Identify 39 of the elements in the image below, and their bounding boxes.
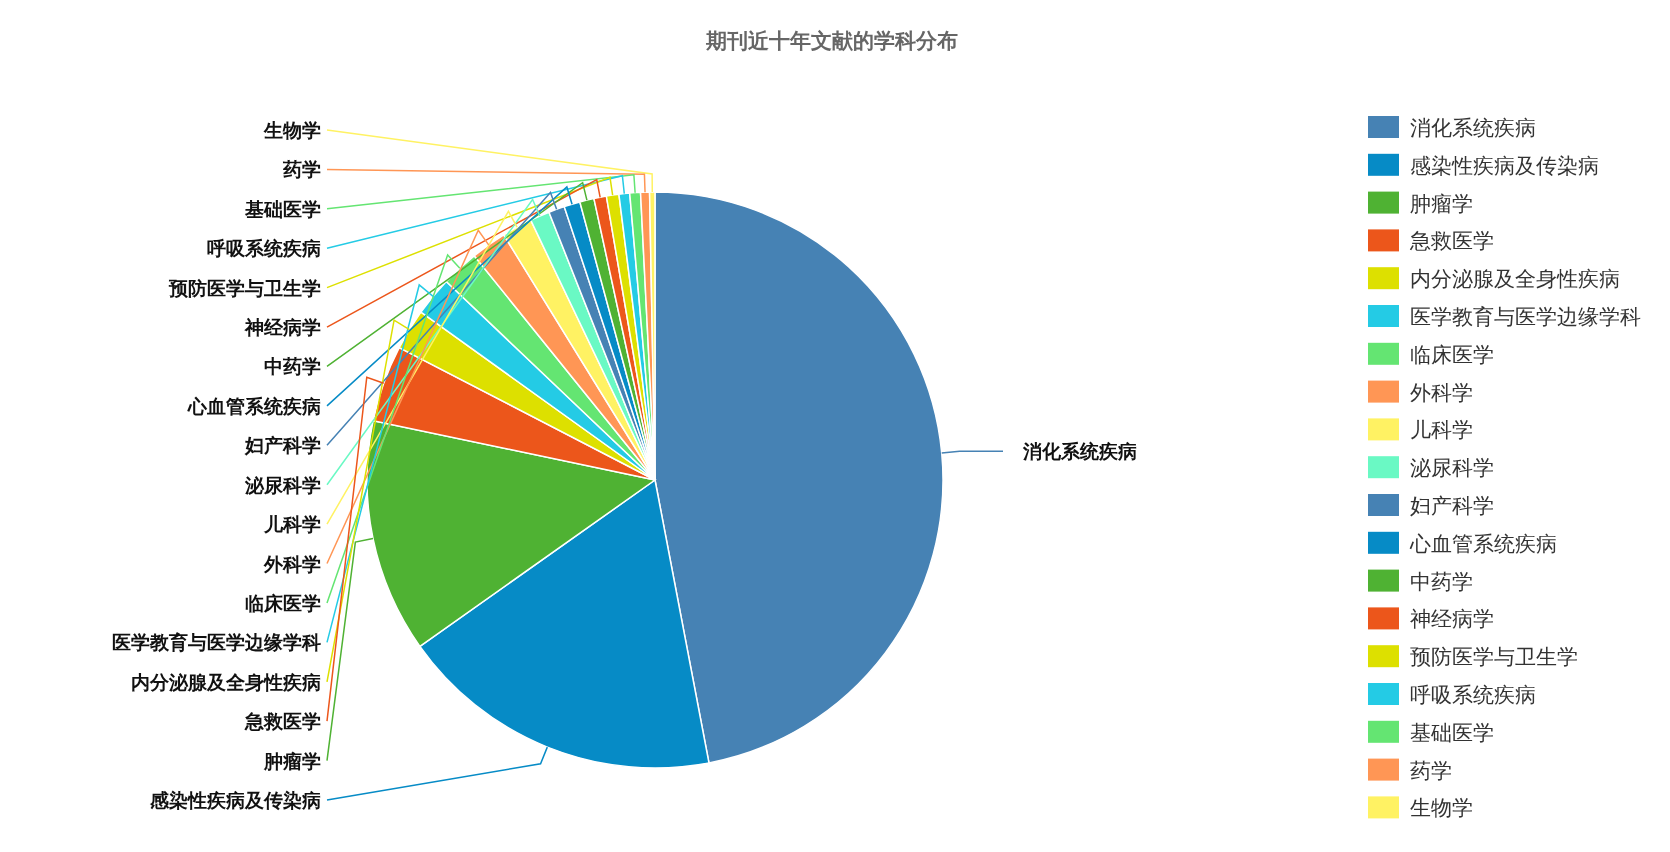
legend-label: 泌尿科学 <box>1410 456 1494 481</box>
slice-label: 神经病学 <box>244 316 321 339</box>
slice-label: 感染性疾病及传染病 <box>149 789 321 811</box>
legend-label: 中药学 <box>1410 569 1473 594</box>
legend-label: 预防医学与卫生学 <box>1410 645 1578 670</box>
slice-label: 基础医学 <box>244 197 321 220</box>
slice-label: 儿科学 <box>263 513 321 536</box>
slice-label: 消化系统疾病 <box>1022 440 1137 463</box>
legend-label: 内分泌腺及全身性疾病 <box>1410 267 1620 292</box>
slice-label: 医学教育与医学边缘学科 <box>112 631 321 654</box>
slice-label: 预防医学与卫生学 <box>168 276 321 299</box>
legend-label: 消化系统疾病 <box>1410 116 1536 140</box>
legend-label: 外科学 <box>1410 380 1473 405</box>
slice-label: 泌尿科学 <box>244 473 321 496</box>
slice-label: 中药学 <box>264 355 321 378</box>
legend-label: 急救医学 <box>1409 229 1494 254</box>
legend-label: 呼吸系统疾病 <box>1410 683 1536 707</box>
slice-label: 心血管系统疾病 <box>187 394 321 417</box>
slice-label: 内分泌腺及全身性疾病 <box>131 670 321 693</box>
legend-label: 肿瘤学 <box>1410 191 1473 216</box>
legend-label: 神经病学 <box>1410 607 1494 632</box>
slice-label: 临床医学 <box>245 591 321 614</box>
slice-label: 急救医学 <box>244 710 321 733</box>
legend-label: 妇产科学 <box>1410 494 1494 518</box>
legend-label: 儿科学 <box>1410 418 1473 443</box>
legend-label: 心血管系统疾病 <box>1409 531 1557 556</box>
slice-label: 呼吸系统疾病 <box>207 237 321 260</box>
legend-label: 基础医学 <box>1410 720 1494 745</box>
slice-label: 药学 <box>282 158 321 181</box>
legend-label: 生物学 <box>1410 796 1473 821</box>
legend-label: 临床医学 <box>1410 342 1494 367</box>
slice-label: 肿瘤学 <box>263 749 321 772</box>
slice-label: 生物学 <box>263 119 321 141</box>
legend-label: 医学教育与医学边缘学科 <box>1410 305 1641 329</box>
chart-title: 期刊近十年文献的学科分布 <box>705 29 958 53</box>
legend-label: 感染性疾病及传染病 <box>1410 153 1599 178</box>
legend-label: 药学 <box>1410 758 1452 783</box>
slice-label: 外科学 <box>263 552 321 575</box>
slice-label: 妇产科学 <box>244 434 321 457</box>
